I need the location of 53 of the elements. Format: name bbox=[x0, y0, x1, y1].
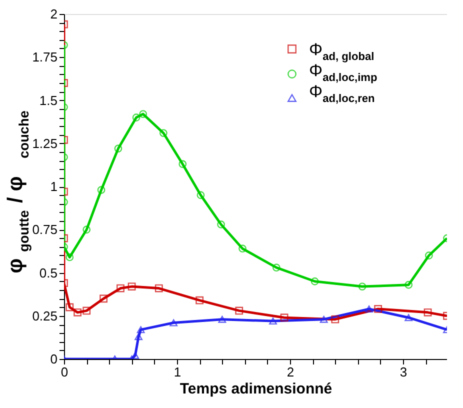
point bbox=[272, 264, 280, 272]
point bbox=[66, 253, 74, 262]
point bbox=[159, 129, 168, 137]
point bbox=[66, 303, 74, 312]
point bbox=[82, 226, 91, 234]
point bbox=[100, 294, 108, 303]
point bbox=[128, 282, 136, 291]
point bbox=[82, 306, 91, 315]
point bbox=[178, 160, 187, 168]
point bbox=[136, 326, 145, 334]
point bbox=[97, 186, 106, 194]
x-tick-label: 3 bbox=[400, 364, 408, 380]
point bbox=[404, 280, 413, 289]
point bbox=[134, 333, 143, 340]
point bbox=[424, 252, 433, 260]
point bbox=[196, 191, 205, 200]
point bbox=[238, 244, 246, 253]
y-tick-label: 0 bbox=[50, 352, 58, 366]
x-tick-label: 2 bbox=[286, 364, 294, 380]
point bbox=[114, 144, 122, 152]
point bbox=[218, 316, 226, 323]
point bbox=[404, 314, 413, 322]
point bbox=[235, 306, 244, 315]
point bbox=[280, 314, 288, 322]
x-tick-label: 0 bbox=[60, 364, 68, 380]
point bbox=[170, 319, 178, 326]
point bbox=[74, 308, 82, 316]
y-tick-label: 2 bbox=[50, 6, 58, 22]
point bbox=[331, 315, 340, 324]
point bbox=[217, 220, 225, 228]
point bbox=[320, 316, 328, 323]
point bbox=[358, 282, 366, 290]
y-tick-label: 0.25 bbox=[32, 308, 58, 324]
point bbox=[196, 296, 204, 304]
y-tick-label: 0.75 bbox=[32, 222, 58, 238]
point bbox=[365, 305, 373, 312]
y-tick-label: 1.5 bbox=[39, 92, 58, 108]
x-axis-title: Temps adimensionné bbox=[180, 380, 332, 398]
point bbox=[131, 352, 140, 359]
x-tick-label: 1 bbox=[174, 364, 182, 380]
y-axis-title: φgoutte / φcouche bbox=[4, 110, 32, 274]
point bbox=[116, 284, 124, 292]
point bbox=[374, 305, 382, 313]
y-tick-label: 1.75 bbox=[32, 50, 58, 65]
point bbox=[132, 114, 140, 122]
y-tick-label: 1.25 bbox=[32, 136, 58, 151]
point bbox=[154, 284, 163, 292]
point bbox=[269, 318, 277, 325]
y-tick-label: 1 bbox=[50, 179, 58, 194]
y-tick-label: 0.5 bbox=[39, 265, 58, 280]
point bbox=[139, 110, 148, 118]
point bbox=[424, 308, 432, 316]
point bbox=[310, 277, 319, 286]
